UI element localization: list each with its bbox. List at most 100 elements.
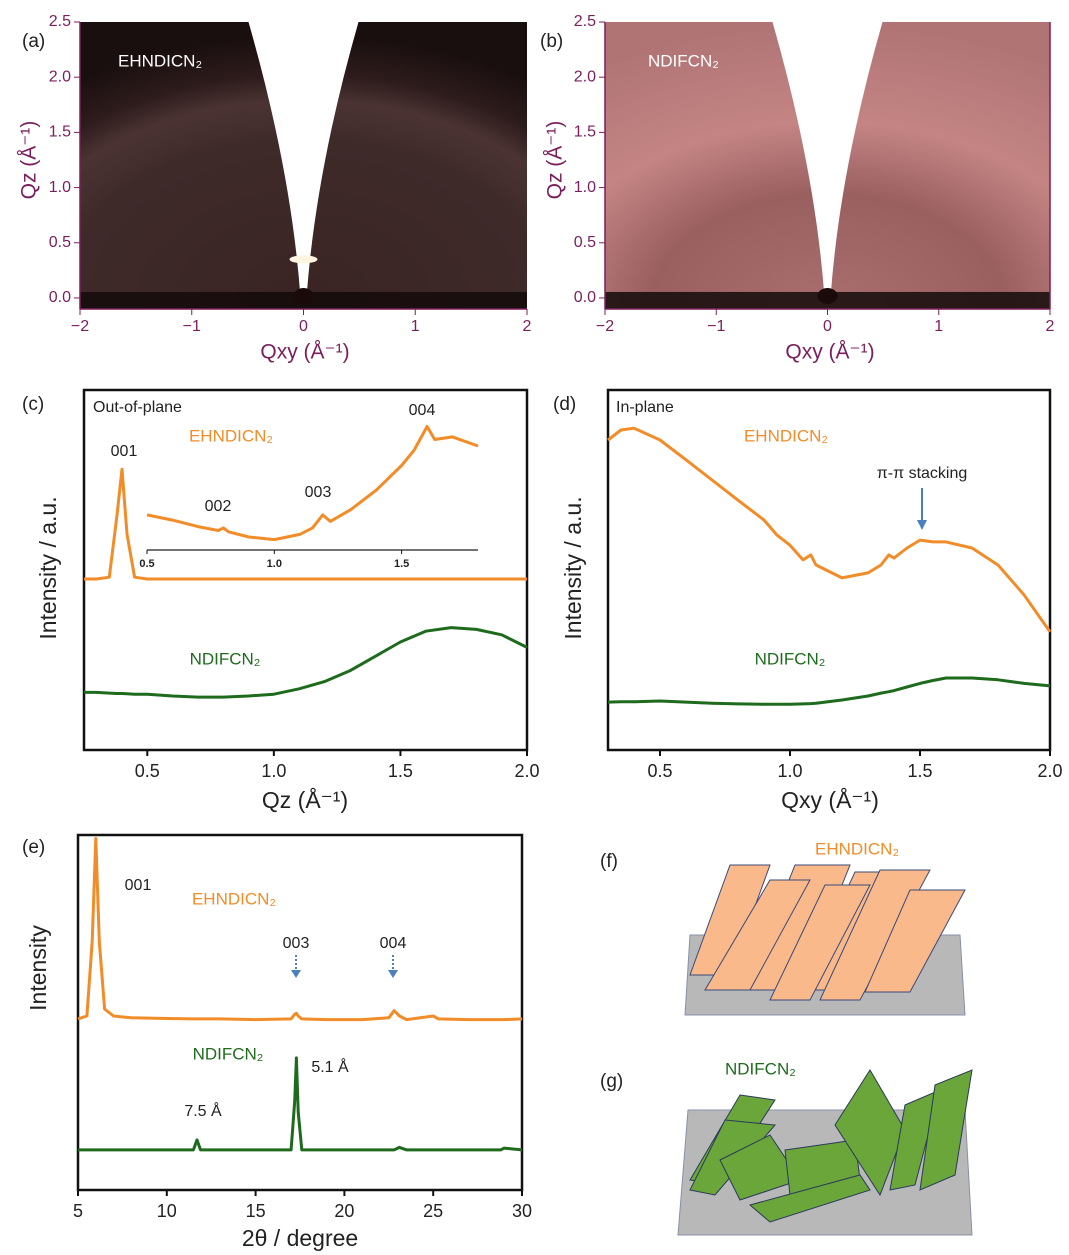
series-line [146, 425, 479, 542]
x-tick-label: 2.0 [514, 761, 539, 781]
series-line [84, 626, 528, 699]
x-tick-label: 2 [523, 318, 532, 335]
x-tick-label: 0.5 [135, 761, 160, 781]
series-label: EHNDICN₂ [744, 426, 828, 445]
x-tick-label: 0 [823, 318, 832, 335]
y-tick-label: 2.0 [49, 68, 71, 85]
y-tick-label: 0.0 [49, 289, 71, 306]
y-tick-label: 1.0 [49, 179, 71, 196]
molecule [889, 1089, 941, 1191]
plot-frame [606, 388, 1052, 752]
panel-label: (g) [600, 1071, 623, 1092]
x-tick-label: 1.0 [261, 761, 286, 781]
x-tick-label: 1.0 [777, 761, 802, 781]
y-axis-label: Intensity / a.u. [560, 496, 586, 639]
x-tick-label: −1 [707, 318, 725, 335]
schematic-label: EHNDICN₂ [815, 839, 899, 858]
y-tick-label: 2.0 [574, 68, 596, 85]
schematic-g [677, 1069, 973, 1236]
specular-spot [293, 287, 314, 304]
panel-label: (d) [553, 394, 576, 415]
y-tick-label: 1.0 [574, 179, 596, 196]
x-tick-label: 1.5 [388, 761, 413, 781]
x-tick-label: 2.0 [1037, 761, 1062, 781]
y-axis-label: Intensity / a.u. [35, 496, 61, 639]
y-axis-label: Qz (Å⁻¹) [544, 121, 567, 200]
series-line [607, 426, 1052, 633]
y-tick-label: 2.5 [49, 13, 71, 30]
y-tick-label: 0.5 [49, 234, 71, 251]
arrow-head [917, 520, 927, 530]
series-line [78, 1056, 523, 1152]
series-label: EHNDICN₂ [192, 889, 276, 908]
arrow-head [388, 970, 398, 978]
panel-label: (a) [22, 31, 45, 52]
x-axis-label: Qxy (Å⁻¹) [781, 786, 879, 813]
molecule [919, 1069, 973, 1191]
x-tick-label: −1 [183, 318, 201, 335]
y-tick-label: 1.5 [574, 124, 596, 141]
annotation: 001 [125, 877, 152, 894]
annotation: 5.1 Å [311, 1057, 349, 1076]
series-label: NDIFCN₂ [193, 1044, 264, 1063]
x-tick-label: 2 [1046, 318, 1055, 335]
annotation: 001 [111, 443, 138, 460]
series-line [84, 467, 527, 581]
specular-spot [817, 287, 838, 304]
annotation: 004 [380, 935, 407, 952]
annotation: In-plane [616, 399, 674, 416]
molecule [769, 884, 871, 1001]
series-line [607, 676, 1051, 706]
missing-wedge [772, 22, 883, 298]
x-tick-label: 25 [423, 1201, 443, 1221]
x-axis-label: Qz (Å⁻¹) [262, 786, 348, 813]
series-label: NDIFCN₂ [190, 649, 261, 668]
x-tick-label: 0.5 [647, 761, 672, 781]
annotation: Out-of-plane [93, 399, 182, 416]
series-line [77, 837, 523, 1022]
panel-label: (c) [22, 394, 44, 415]
x-tick-label: 1.5 [907, 761, 932, 781]
x-tick-label: −2 [596, 318, 614, 335]
molecule [864, 889, 966, 993]
x-tick-label: −2 [71, 318, 89, 335]
x-tick-label: 10 [157, 1201, 177, 1221]
schematic-label: NDIFCN₂ [725, 1059, 796, 1078]
x-tick-label: 1.0 [267, 558, 282, 570]
annotation: 004 [409, 402, 436, 419]
panel-label: (f) [600, 851, 618, 872]
x-tick-label: 1.5 [394, 558, 409, 570]
specular-spot [289, 255, 318, 264]
annotation: 003 [305, 484, 332, 501]
missing-wedge [248, 22, 359, 298]
y-axis-label: Intensity [25, 925, 51, 1011]
schematic-f [684, 864, 966, 1016]
molecule [748, 1174, 871, 1223]
x-tick-label: 15 [246, 1201, 266, 1221]
annotation: π-π stacking [877, 465, 968, 482]
y-tick-label: 0.0 [574, 289, 596, 306]
annotation: 7.5 Å [184, 1101, 222, 1120]
y-axis-label: Qz (Å⁻¹) [18, 121, 41, 200]
x-axis-label: 2θ / degree [242, 1225, 358, 1251]
y-tick-label: 2.5 [574, 13, 596, 30]
x-tick-label: 1 [934, 318, 943, 335]
x-tick-label: 20 [334, 1201, 354, 1221]
x-tick-label: 1 [411, 318, 420, 335]
arrow-head [291, 970, 301, 978]
sample-label: NDIFCN₂ [648, 51, 719, 70]
sample-label: EHNDICN₂ [118, 51, 202, 70]
series-label: EHNDICN₂ [189, 426, 273, 445]
plot-frame [82, 388, 529, 752]
y-tick-label: 1.5 [49, 124, 71, 141]
x-tick-label: 0.5 [139, 558, 154, 570]
x-axis-label: Qxy (Å⁻¹) [785, 341, 874, 364]
series-label: NDIFCN₂ [755, 649, 826, 668]
x-tick-label: 0 [299, 318, 308, 335]
x-tick-label: 5 [73, 1201, 83, 1221]
molecule [704, 879, 811, 991]
molecule [819, 869, 931, 1001]
panel-label: (e) [22, 837, 45, 858]
plot-frame [76, 833, 524, 1192]
